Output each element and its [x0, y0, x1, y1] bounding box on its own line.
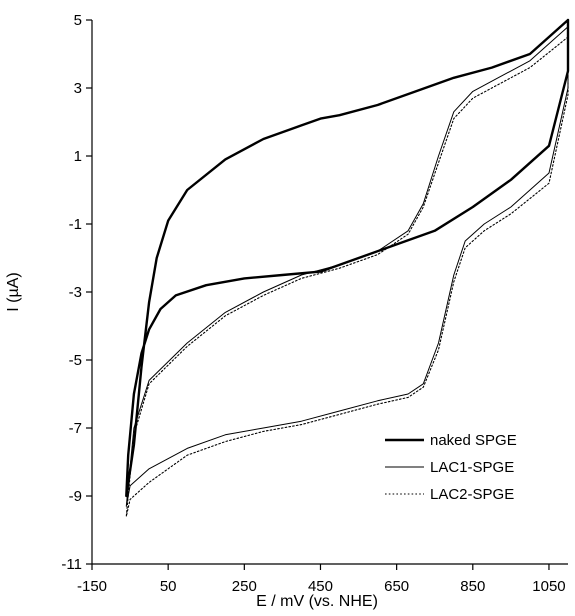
y-tick-label: -1 [69, 216, 82, 233]
series-line-2 [125, 26, 569, 507]
y-tick-label: -7 [69, 420, 82, 437]
x-axis-title: E / mV (vs. NHE) [256, 593, 378, 610]
x-tick-label: 850 [460, 578, 485, 595]
y-tick-label: -3 [69, 284, 82, 301]
x-tick-label: 450 [308, 578, 333, 595]
legend-label: LAC2-SPGE [430, 486, 514, 503]
y-tick-label: -11 [61, 556, 82, 573]
axes: 5 3 1 -1 -3 -5 -7 -9 -11 -150 50 250 450 650 850 1050 [61, 12, 568, 595]
series-layer [125, 18, 570, 517]
legend: naked SPGE LAC1-SPGE LAC2-SPGE [385, 432, 517, 503]
x-tick-label: 250 [232, 578, 257, 595]
legend-label: LAC1-SPGE [430, 459, 514, 476]
x-tick-label: 1050 [532, 578, 565, 595]
y-tick-label: -9 [69, 488, 82, 505]
y-axis-title: I (µA) [5, 272, 22, 311]
y-tick-label: 1 [74, 148, 82, 165]
series-line-1 [125, 18, 570, 498]
x-tick-label: -150 [77, 578, 107, 595]
x-tick-label: 50 [160, 578, 177, 595]
y-tick-label: 5 [74, 12, 82, 29]
y-tick-label: -5 [69, 352, 82, 369]
x-tick-label: 650 [384, 578, 409, 595]
y-tick-label: 3 [74, 80, 82, 97]
legend-label: naked SPGE [430, 432, 517, 449]
series-line-3 [125, 36, 569, 517]
